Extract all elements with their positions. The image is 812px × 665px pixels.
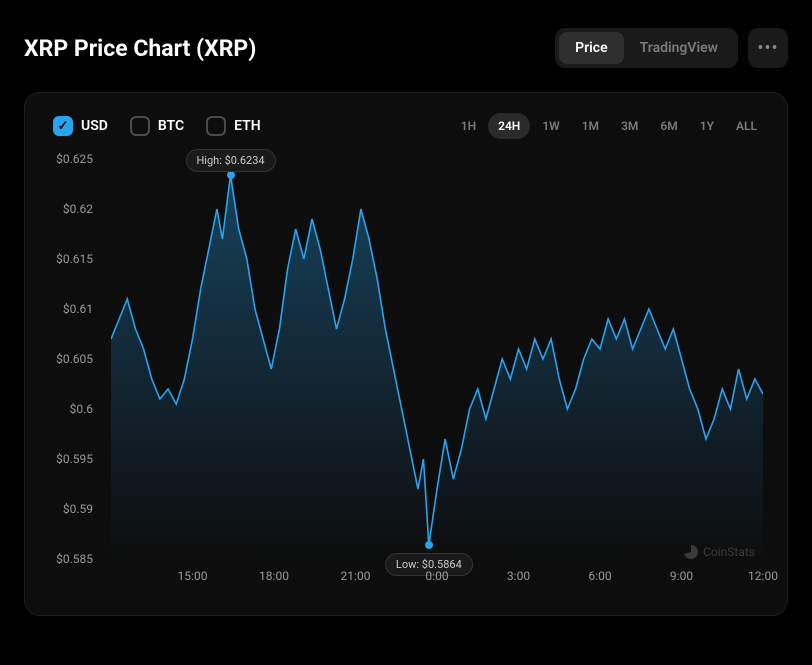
y-tick: $0.61 [63, 302, 93, 316]
x-tick: 9:00 [670, 569, 693, 583]
y-axis: $0.585$0.59$0.595$0.6$0.605$0.61$0.615$0… [45, 159, 101, 559]
chart-panel: USD BTC ETH 1H24H1W1M3M6M1YALL $0.585 $0.59… [24, 92, 788, 616]
view-toggle: PriceTradingView [555, 28, 738, 68]
range-1h[interactable]: 1H [451, 113, 486, 139]
range-group: 1H24H1W1M3M6M1YALL [451, 113, 767, 139]
range-24h[interactable]: 24H [488, 113, 530, 139]
range-all[interactable]: ALL [726, 113, 767, 139]
range-1m[interactable]: 1M [572, 113, 609, 139]
watermark: CoinStats [684, 545, 755, 559]
x-tick: 21:00 [341, 569, 371, 583]
high-badge: High: $0.6234 [185, 149, 275, 172]
watermark-label: CoinStats [703, 545, 755, 559]
currency-label: BTC [158, 118, 184, 134]
y-tick: $0.62 [63, 202, 93, 216]
chart-area: $0.585 $0.59 $0.595 $0.6 $0.605 $0.61 $0.615 $0… [45, 159, 767, 599]
x-tick: 15:00 [178, 569, 208, 583]
currency-option-eth[interactable]: ETH [206, 116, 261, 136]
y-tick: $0.615 [56, 252, 93, 266]
y-tick: $0.6 [70, 402, 93, 416]
currency-option-usd[interactable]: USD [53, 116, 108, 136]
range-1w[interactable]: 1W [532, 113, 569, 139]
chart-plot[interactable]: High: $0.6234Low: $0.5864 [111, 159, 763, 559]
currency-group: USD BTC ETH [53, 116, 261, 136]
x-tick: 3:00 [507, 569, 530, 583]
currency-label: ETH [234, 118, 261, 134]
checkbox-usd[interactable] [53, 116, 73, 136]
range-6m[interactable]: 6M [650, 113, 687, 139]
y-tick: $0.595 [56, 452, 93, 466]
y-tick: $0.625 [56, 152, 93, 166]
low-marker [425, 541, 433, 549]
x-axis: 15:0018:0021:000:003:006:009:0012:00 [111, 569, 763, 589]
x-tick: 18:00 [259, 569, 289, 583]
range-3m[interactable]: 3M [611, 113, 648, 139]
checkbox-btc[interactable] [130, 116, 150, 136]
y-tick: $0.605 [56, 352, 93, 366]
currency-option-btc[interactable]: BTC [130, 116, 184, 136]
range-1y[interactable]: 1Y [690, 113, 724, 139]
header: XRP Price Chart (XRP) PriceTradingView •… [24, 28, 788, 68]
header-controls: PriceTradingView ••• [555, 28, 788, 68]
high-marker [227, 171, 235, 179]
more-button[interactable]: ••• [748, 28, 788, 68]
coinstats-icon [684, 545, 698, 559]
page-title: XRP Price Chart (XRP) [24, 35, 256, 62]
y-tick: $0.585 [56, 552, 93, 566]
x-tick: 0:00 [425, 569, 448, 583]
checkbox-eth[interactable] [206, 116, 226, 136]
y-tick: $0.59 [63, 502, 93, 516]
x-tick: 12:00 [748, 569, 778, 583]
view-toggle-price[interactable]: Price [559, 32, 624, 64]
x-tick: 6:00 [588, 569, 611, 583]
view-toggle-tradingview[interactable]: TradingView [624, 32, 734, 64]
currency-label: USD [81, 118, 108, 134]
controls-row: USD BTC ETH 1H24H1W1M3M6M1YALL [53, 113, 767, 139]
